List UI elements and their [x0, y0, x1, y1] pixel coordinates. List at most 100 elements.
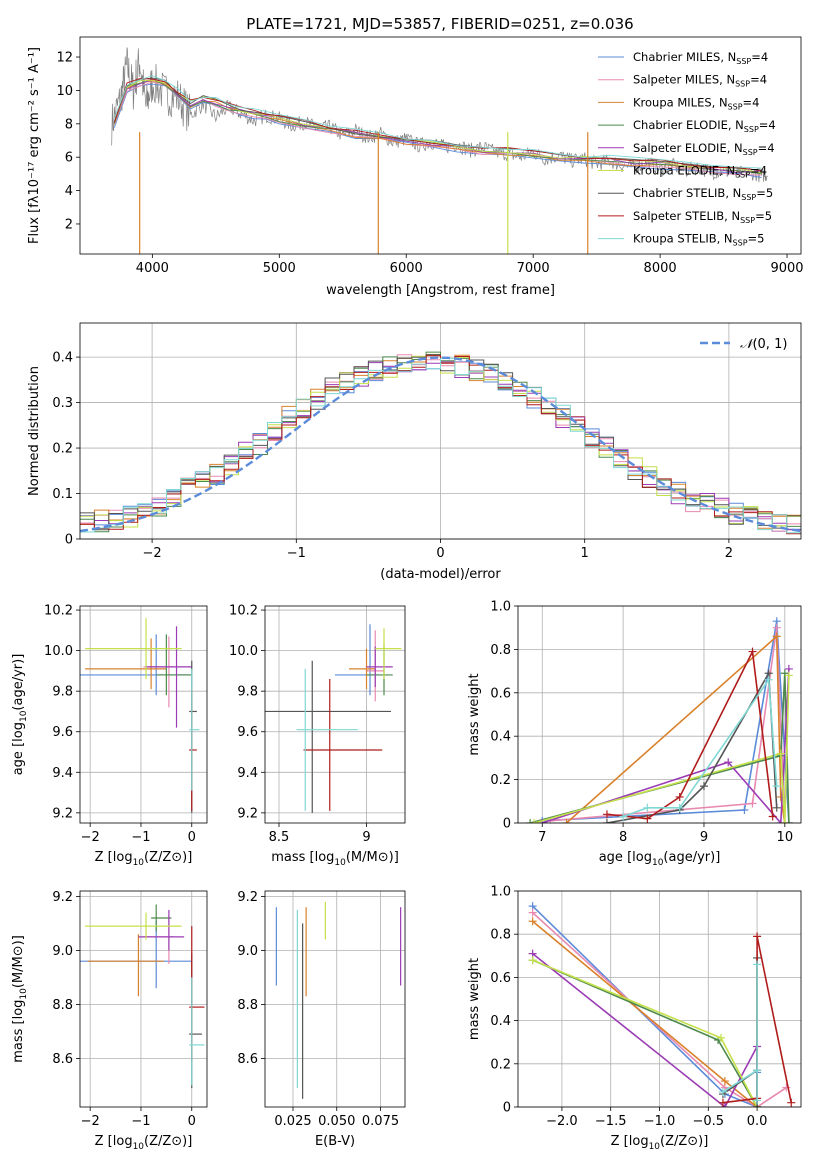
x-tick-label: 8.5 [269, 830, 290, 845]
x-axis-label: (data-model)/error [380, 567, 501, 582]
x-axis-label-main: age [log [599, 850, 652, 865]
plot-area-age-vs-Z [80, 618, 200, 813]
panel-residuals: −2 −1 0 1 2 0 0.1 0.2 0.3 0.4 𝒩(0, 1) (data-model)/… [27, 322, 802, 582]
y-tick-label: 9.2 [52, 890, 73, 905]
y-tick-label: 0.6 [490, 686, 511, 701]
legend-entry-label: Chabrier ELODIE, NSSP=4 [633, 118, 776, 134]
x-tick-label: −2 [81, 830, 100, 845]
axes-frame [79, 890, 208, 1108]
axes-frame [79, 36, 802, 255]
y-tick-label: 0.3 [52, 396, 73, 411]
axes-frame [264, 605, 406, 824]
error-cross-5 [85, 912, 182, 940]
y-tick-label: 8.6 [237, 1052, 258, 1067]
legend-label-sub: SSP [735, 80, 750, 89]
legend-label-suffix: =4 [759, 118, 776, 132]
panel-mass-vs-Z: −2 −1 08.68.89.09.2Z [log10(Z/Z⊙)]mass [lo… [11, 890, 208, 1152]
plus-marker [748, 647, 757, 656]
error-cross-7 [189, 689, 197, 811]
x-tick-label: −1 [287, 546, 306, 561]
y-tick-label: 0.8 [490, 928, 511, 943]
plus-marker [753, 1096, 762, 1105]
x-axis-label: wavelength [Angstrom, rest frame] [326, 283, 555, 298]
y-tick-label: 9.2 [52, 806, 73, 821]
legend-entry-label: Kroupa MILES, NSSP=4 [633, 95, 759, 111]
plus-marker [528, 908, 537, 917]
y-tick-label: 9.0 [237, 944, 258, 959]
y-tick-label: 1.0 [490, 885, 511, 900]
x-axis-label: mass [log10(M/M⊙)] [271, 850, 399, 868]
x-axis-label-tail: (age/yr)] [663, 850, 720, 865]
axes-frame [264, 890, 406, 1108]
x-axis-label-main: Z [log [95, 850, 133, 865]
legend-label-main: Chabrier MILES, N [633, 50, 736, 64]
legend-entry-label: Salpeter STELIB, NSSP=5 [633, 209, 772, 225]
y-tick-label: 10.0 [44, 644, 73, 659]
error-cross-0 [335, 624, 379, 696]
x-tick-label: 9000 [770, 261, 803, 276]
plus-marker [528, 956, 537, 965]
legend-label-suffix: =4 [758, 141, 775, 155]
y-tick-label: 0.4 [490, 1014, 511, 1029]
plus-marker [675, 803, 684, 812]
x-tick-label: 9 [700, 830, 708, 845]
legend-label-suffix: =5 [755, 209, 772, 223]
y-tick-label: 4 [65, 184, 73, 199]
x-axis-label-main: mass [log [271, 850, 334, 865]
legend-label-main: Salpeter MILES, N [633, 73, 735, 87]
y-tick-label: 0.6 [490, 971, 511, 986]
x-axis-label: E(B-V) [315, 1134, 355, 1149]
plus-marker [643, 814, 652, 823]
weight-line-8 [722, 964, 758, 1101]
x-tick-label: 9 [362, 830, 370, 845]
y-tick-label: 12 [56, 51, 73, 66]
y-axis-label: mass weight [467, 673, 482, 755]
y-tick-label: 9.8 [237, 685, 258, 700]
weight-line-2 [532, 920, 758, 1107]
x-tick-label: 0.075 [362, 1114, 399, 1129]
legend-entry-label: Chabrier MILES, NSSP=4 [633, 50, 768, 66]
plus-marker [782, 1083, 791, 1092]
y-tick-label: 0.1 [52, 487, 73, 502]
panel-spectrum: 4000 5000 6000 7000 8000 9000 2 4 6 8 10 12 Chabrier… [27, 36, 804, 298]
y-tick-label: 1.0 [490, 600, 511, 615]
x-axis-label-main: Z [log [95, 1134, 133, 1149]
weight-line-4 [542, 668, 790, 823]
plus-marker [528, 917, 537, 926]
model-spectrum-line [113, 75, 762, 169]
error-cross-5 [375, 628, 402, 680]
plus-marker [602, 810, 611, 819]
weight-line-5 [532, 959, 758, 1107]
x-tick-label: 6000 [390, 261, 423, 276]
legend-label-main: Salpeter STELIB, N [633, 209, 740, 223]
plus-marker [526, 819, 535, 823]
error-cross-5 [85, 618, 182, 680]
y-axis-label: Flux [fλ10⁻¹⁷ erg cm⁻² s⁻¹ A⁻¹] [27, 47, 42, 244]
y-tick-label: 0 [503, 1101, 511, 1116]
legend-label-args: (0, 1) [752, 337, 787, 352]
x-tick-label: 0.0 [747, 1114, 768, 1129]
plus-marker [776, 819, 785, 823]
x-tick-label: 1 [581, 546, 589, 561]
legend-entry-label: 𝒩(0, 1) [740, 337, 787, 352]
y-axis-label-main: age [log [11, 722, 26, 775]
x-axis-label-sub: 10 [652, 858, 664, 868]
plus-marker [753, 1066, 762, 1075]
x-tick-label: 7000 [517, 261, 550, 276]
y-axis-label-sub: 10 [19, 988, 29, 1000]
x-tick-label: −2 [81, 1114, 100, 1129]
plus-marker [768, 812, 777, 821]
plus-marker [718, 1087, 727, 1096]
plus-marker [716, 1033, 725, 1042]
plot-area-mass-vs-Z [80, 904, 205, 1089]
y-tick-label: 9.6 [237, 725, 258, 740]
legend-label-main: Kroupa STELIB, N [633, 232, 733, 246]
error-cross-4 [138, 909, 185, 951]
x-tick-label: −1 [131, 1114, 150, 1129]
model-spectrum-line [113, 79, 762, 173]
plus-marker [753, 932, 762, 941]
error-cross-8 [296, 668, 358, 811]
plus-marker [772, 632, 781, 641]
legend-label-suffix: =4 [743, 95, 760, 109]
